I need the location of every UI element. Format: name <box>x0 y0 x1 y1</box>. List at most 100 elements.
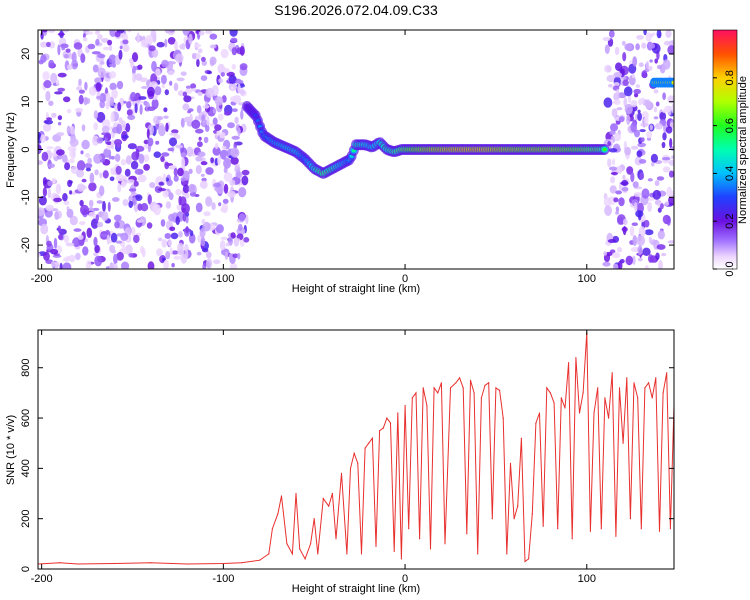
noise-speckle <box>134 103 138 114</box>
noise-speckle <box>94 169 99 176</box>
noise-speckle <box>190 83 197 89</box>
noise-speckle <box>158 181 165 186</box>
snr-data-point <box>484 384 486 386</box>
spectrogram-x-label: Height of straight line (km) <box>292 283 420 295</box>
noise-speckle <box>84 81 88 91</box>
noise-speckle <box>666 186 673 198</box>
noise-speckle <box>224 251 229 260</box>
noise-speckle <box>106 234 111 245</box>
noise-speckle <box>191 52 197 60</box>
snr-data-point <box>379 430 381 432</box>
noise-speckle <box>636 35 644 40</box>
snr-data-point <box>506 553 508 555</box>
snr-data-point <box>422 387 424 389</box>
snr-data-point <box>433 387 435 389</box>
noise-speckle <box>209 33 218 40</box>
snr-data-point <box>310 543 312 545</box>
noise-speckle <box>659 111 667 121</box>
noise-speckle <box>622 52 627 62</box>
snr-data-point <box>437 392 439 394</box>
noise-speckle <box>632 235 638 247</box>
noise-speckle <box>45 90 51 102</box>
snr-y-label: SNR (10 * v/v) <box>5 415 17 485</box>
noise-speckle <box>215 224 224 234</box>
noise-speckle <box>60 43 69 49</box>
noise-speckle <box>80 150 84 155</box>
noise-speckle <box>198 31 205 36</box>
noise-speckle <box>656 176 665 181</box>
noise-speckle <box>671 103 674 114</box>
noise-speckle <box>69 180 73 184</box>
noise-speckle <box>122 199 129 207</box>
noise-speckle <box>645 99 651 110</box>
noise-speckle <box>45 204 54 212</box>
snr-data-point <box>304 558 306 560</box>
noise-speckle <box>38 160 43 165</box>
snr-data-point <box>349 467 352 469</box>
noise-speckle <box>108 63 116 68</box>
y-tick-label: 600 <box>20 409 32 427</box>
noise-speckle <box>156 248 163 257</box>
noise-speckle <box>63 234 70 244</box>
late-signal-core <box>671 80 674 85</box>
noise-speckle <box>130 58 134 69</box>
spectrogram-y-label: Frequency (Hz) <box>5 112 17 188</box>
noise-speckle <box>62 154 68 163</box>
noise-speckle <box>136 32 140 44</box>
y-tick-label: 0 <box>20 146 32 152</box>
y-tick-label: -20 <box>20 237 32 253</box>
noise-speckle <box>235 79 244 84</box>
noise-speckle <box>239 239 245 247</box>
noise-speckle <box>603 251 608 256</box>
noise-speckle <box>163 107 168 113</box>
noise-speckle <box>131 226 136 237</box>
noise-speckle <box>232 108 238 112</box>
noise-speckle <box>613 197 619 203</box>
noise-speckle <box>115 240 123 244</box>
noise-speckle <box>223 172 233 182</box>
noise-speckle <box>182 30 190 36</box>
noise-speckle <box>182 212 187 222</box>
noise-speckle <box>602 261 611 267</box>
snr-data-point <box>466 533 468 535</box>
snr-data-point <box>557 528 559 530</box>
noise-speckle <box>638 62 644 67</box>
snr-data-point <box>662 392 664 394</box>
snr-data-point <box>415 392 417 394</box>
noise-speckle <box>162 173 167 184</box>
noise-speckle <box>96 111 106 123</box>
snr-data-point <box>564 407 566 409</box>
noise-speckle <box>195 156 203 162</box>
snr-data-point <box>469 379 472 381</box>
noise-speckle <box>205 251 212 259</box>
noise-speckle <box>57 122 62 126</box>
noise-speckle <box>227 190 236 198</box>
noise-speckle <box>135 194 143 202</box>
noise-speckle <box>240 109 244 120</box>
snr-panel: -200 -100 0 100 0 200 400 600 800 Height of str… <box>5 329 675 595</box>
snr-data-point <box>604 397 606 399</box>
noise-speckle <box>116 123 122 135</box>
noise-speckle <box>65 48 71 53</box>
noise-speckle <box>200 75 208 81</box>
y-tick-label: 400 <box>20 459 32 477</box>
noise-speckle <box>72 147 76 159</box>
noise-speckle <box>214 96 224 106</box>
noise-speckle <box>92 135 100 146</box>
noise-speckle <box>612 263 619 269</box>
snr-frame <box>37 329 675 570</box>
snr-x-label: Height of straight line (km) <box>292 583 420 595</box>
noise-speckle <box>619 259 625 264</box>
noise-speckle <box>114 221 120 229</box>
noise-speckle <box>223 158 232 169</box>
noise-speckle <box>655 101 660 107</box>
noise-speckle <box>632 181 639 188</box>
noise-speckle <box>665 30 672 38</box>
noise-speckle <box>38 207 45 216</box>
noise-speckle <box>609 166 618 171</box>
noise-speckle <box>206 70 212 75</box>
snr-data-point <box>611 372 613 374</box>
noise-speckle <box>662 59 671 70</box>
noise-speckle <box>113 253 118 264</box>
noise-speckle <box>168 238 172 247</box>
